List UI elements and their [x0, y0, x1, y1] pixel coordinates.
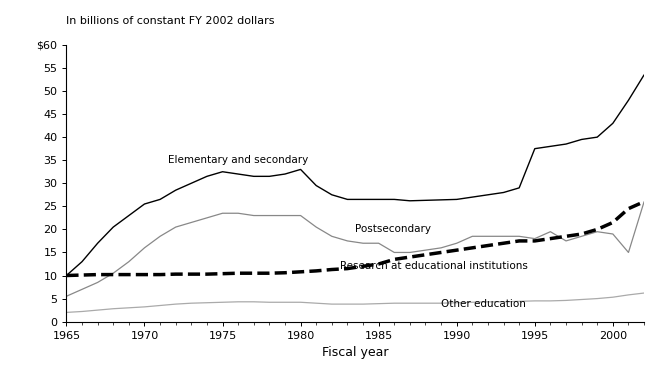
Text: Other education: Other education [441, 299, 526, 309]
X-axis label: Fiscal year: Fiscal year [322, 346, 388, 359]
Text: Postsecondary: Postsecondary [355, 224, 431, 234]
Text: Research at educational institutions: Research at educational institutions [339, 261, 527, 271]
Text: Elementary and secondary: Elementary and secondary [168, 154, 308, 165]
Text: In billions of constant FY 2002 dollars: In billions of constant FY 2002 dollars [66, 15, 275, 25]
